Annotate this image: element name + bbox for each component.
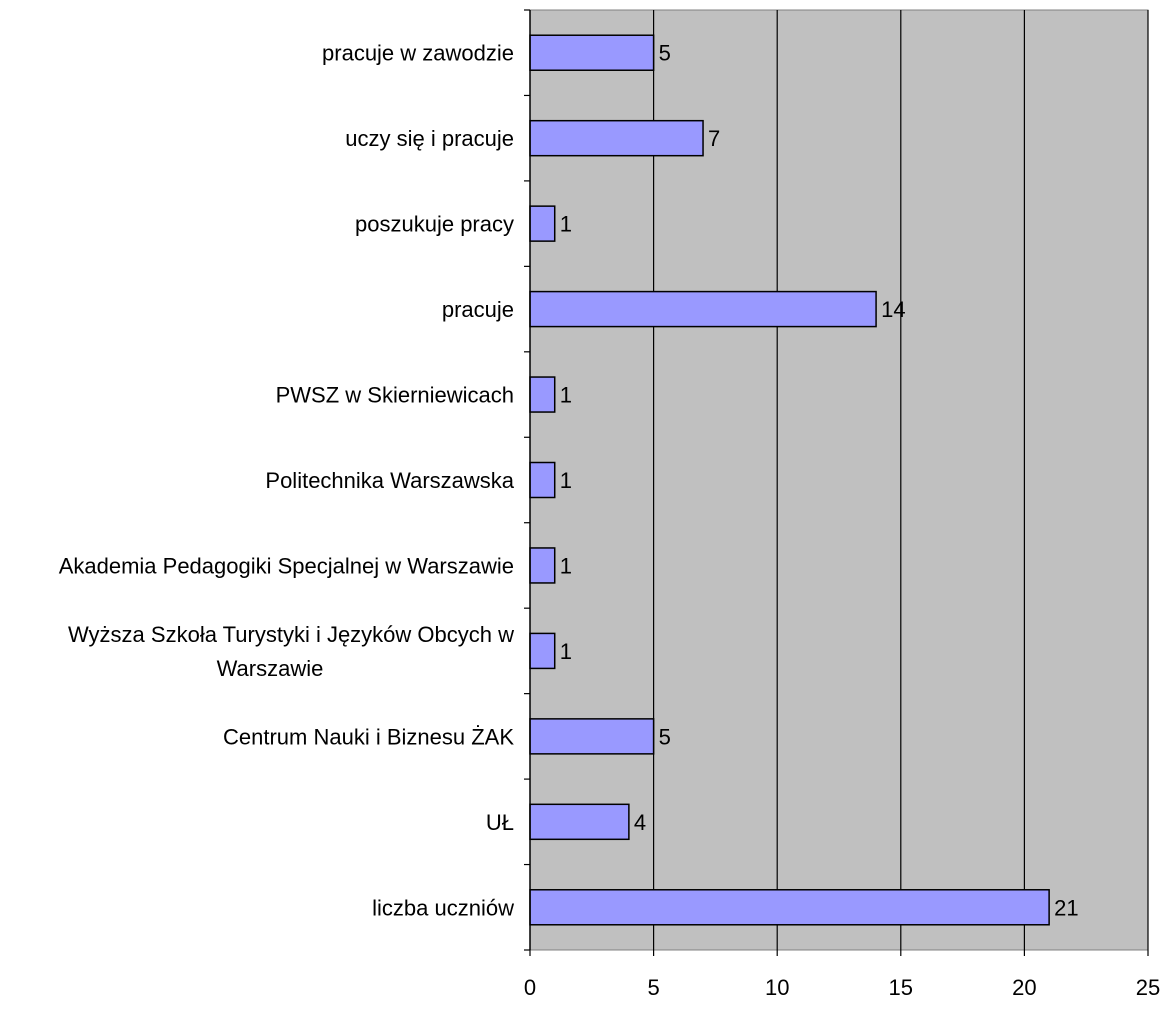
data-label: 1 — [560, 468, 572, 493]
data-label: 1 — [560, 553, 572, 578]
bar — [529, 119, 704, 157]
category-label-line: pracuje w zawodzie — [322, 41, 514, 66]
category-label: pracuje — [442, 297, 514, 322]
x-tick-label: 0 — [524, 975, 536, 1000]
category-label-line: poszukuje pracy — [355, 212, 514, 237]
data-label: 7 — [708, 126, 720, 151]
data-label: 5 — [659, 724, 671, 749]
category-label-line: pracuje — [442, 297, 514, 322]
x-tick-label: 25 — [1136, 975, 1160, 1000]
category-label-line: UŁ — [486, 810, 514, 835]
bar — [529, 547, 556, 584]
data-label: 1 — [560, 212, 572, 237]
category-label: poszukuje pracy — [355, 212, 514, 237]
category-label-line: Warszawie — [217, 656, 324, 681]
category-label-line: PWSZ w Skierniewicach — [276, 383, 514, 408]
data-label: 1 — [560, 383, 572, 408]
category-label: Centrum Nauki i Biznesu ŻAK — [223, 724, 514, 749]
category-label: pracuje w zawodzie — [322, 41, 514, 66]
category-label-line: Centrum Nauki i Biznesu ŻAK — [223, 724, 514, 749]
category-label-line: liczba uczniów — [372, 895, 514, 920]
data-label: 5 — [659, 41, 671, 66]
category-label: Politechnika Warszawska — [265, 468, 514, 493]
category-label-line: Wyższa Szkoła Turystyki i Języków Obcych… — [68, 622, 514, 647]
category-label: uczy się i pracuje — [345, 126, 514, 151]
x-tick-label: 15 — [889, 975, 913, 1000]
data-label: 14 — [881, 297, 905, 322]
bar — [529, 376, 556, 413]
axes — [524, 9, 1149, 956]
bar — [529, 205, 556, 242]
bar — [529, 718, 655, 755]
plot-area — [529, 9, 1149, 951]
category-label: Akademia Pedagogiki Specjalnej w Warszaw… — [59, 553, 514, 578]
category-label: Wyższa Szkoła Turystyki i Języków Obcych… — [68, 622, 514, 681]
category-label-line: Politechnika Warszawska — [265, 468, 514, 493]
bar — [529, 290, 877, 328]
category-label: PWSZ w Skierniewicach — [276, 383, 514, 408]
category-label-line: Akademia Pedagogiki Specjalnej w Warszaw… — [59, 553, 514, 578]
bar — [529, 889, 1050, 926]
category-label: liczba uczniów — [372, 895, 514, 920]
x-tick-label: 20 — [1012, 975, 1036, 1000]
category-label-line: uczy się i pracuje — [345, 126, 514, 151]
grid-lines — [652, 10, 1149, 950]
x-tick-label: 10 — [765, 975, 789, 1000]
data-label: 1 — [560, 639, 572, 664]
bar — [529, 34, 655, 71]
bar — [529, 632, 556, 670]
bar — [529, 803, 630, 841]
bar — [529, 461, 556, 499]
data-label: 4 — [634, 810, 646, 835]
category-label: UŁ — [486, 810, 514, 835]
data-label: 21 — [1054, 895, 1078, 920]
x-tick-label: 5 — [647, 975, 659, 1000]
